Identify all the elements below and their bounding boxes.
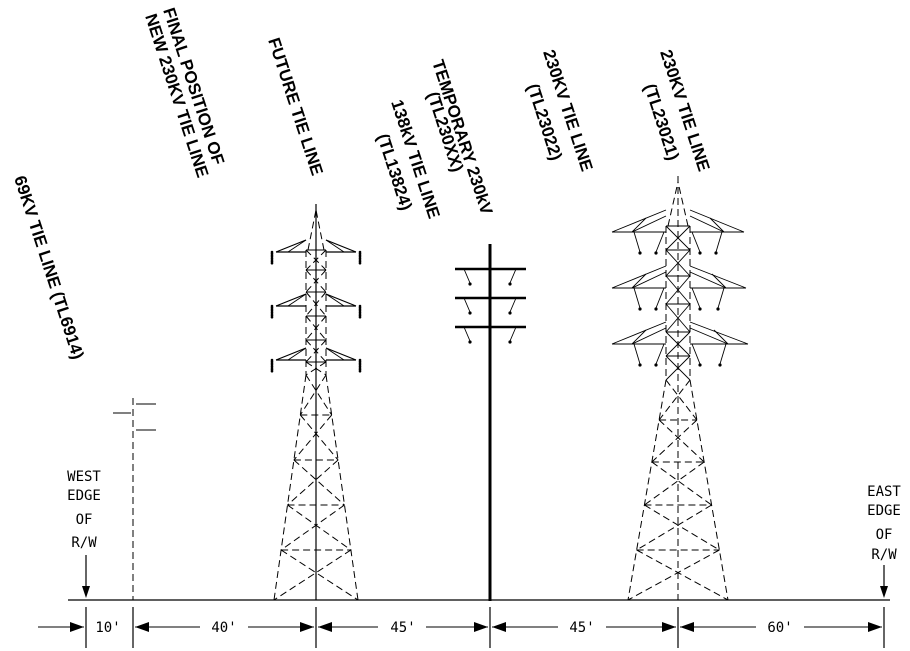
east-edge-word1: EAST [867,484,901,500]
west-edge-marker: WEST EDGE OF R/W [67,469,101,598]
structure-temporary-pole [455,244,526,601]
west-edge-word2: EDGE [67,488,101,504]
label-69kv-tie-line: 69KV TIE LINE (TL6914) [10,173,87,361]
structure-230kv-tower [611,176,749,601]
dimension-10ft: 10' [95,620,120,636]
label-future-tie-line: FUTURE TIE LINE [264,35,326,177]
west-edge-word4: R/W [71,535,97,551]
dimension-45ft-b: 45' [569,620,594,636]
west-edge-word1: WEST [67,469,101,485]
east-edge-word3: OF [876,527,893,543]
structure-future-tower [270,204,362,601]
east-edge-word2: EDGE [867,503,901,519]
east-edge-word4: R/W [871,547,897,563]
east-edge-marker: EAST EDGE OF R/W [867,484,901,598]
dimension-line: 10' 40' 45' 45' 60' [38,607,885,648]
dimension-45ft-a: 45' [390,620,415,636]
structure-69kv [113,398,156,600]
dimension-40ft: 40' [211,620,236,636]
dimension-60ft: 60' [767,620,792,636]
west-edge-word3: OF [76,512,93,528]
